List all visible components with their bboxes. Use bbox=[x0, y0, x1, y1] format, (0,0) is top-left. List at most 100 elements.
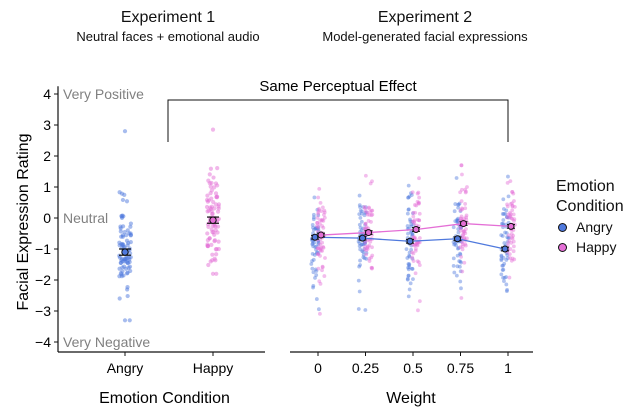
legend-title-line1: Emotion bbox=[556, 178, 615, 195]
data-point bbox=[313, 276, 317, 280]
data-point bbox=[120, 224, 126, 229]
data-point bbox=[456, 202, 461, 207]
data-point bbox=[454, 273, 459, 278]
data-point bbox=[458, 251, 462, 256]
data-point bbox=[209, 227, 214, 232]
data-point bbox=[458, 279, 463, 284]
data-point bbox=[504, 282, 509, 287]
data-point bbox=[458, 226, 463, 231]
data-point bbox=[407, 253, 411, 258]
data-point bbox=[317, 279, 322, 284]
data-point bbox=[316, 252, 320, 256]
data-point bbox=[314, 225, 318, 230]
data-point bbox=[509, 258, 514, 263]
data-point bbox=[417, 218, 422, 223]
x-tick-label-angry: Angry bbox=[107, 360, 144, 376]
data-point bbox=[508, 256, 512, 260]
data-point bbox=[314, 297, 319, 301]
data-point bbox=[314, 269, 319, 273]
data-point bbox=[452, 242, 457, 247]
x-tick-label: 0.5 bbox=[403, 360, 423, 376]
data-point bbox=[309, 262, 314, 266]
data-point bbox=[358, 263, 362, 267]
data-point bbox=[458, 259, 463, 264]
mean-point-angry bbox=[359, 234, 366, 242]
data-point bbox=[316, 225, 321, 230]
data-point bbox=[504, 208, 509, 213]
data-point bbox=[456, 205, 461, 210]
data-point bbox=[361, 255, 366, 260]
data-point bbox=[126, 240, 131, 246]
data-point bbox=[464, 217, 469, 222]
data-point bbox=[499, 272, 504, 277]
data-point bbox=[411, 251, 416, 256]
legend: Emotion Condition Angry Happy bbox=[556, 177, 624, 257]
data-point bbox=[124, 233, 129, 238]
data-point bbox=[410, 219, 415, 224]
data-point bbox=[311, 227, 316, 232]
data-point bbox=[315, 224, 319, 228]
data-point bbox=[363, 221, 368, 226]
data-point bbox=[407, 265, 412, 270]
data-point bbox=[318, 221, 322, 226]
data-point bbox=[501, 263, 506, 268]
data-point bbox=[506, 194, 511, 199]
data-point bbox=[453, 219, 458, 224]
data-point bbox=[310, 222, 315, 227]
data-point bbox=[409, 191, 413, 196]
data-point bbox=[316, 246, 321, 250]
x-axis-title-1: Emotion Condition bbox=[99, 390, 230, 407]
data-point bbox=[409, 247, 414, 252]
data-point bbox=[316, 242, 321, 247]
data-point bbox=[357, 244, 362, 248]
data-point bbox=[363, 244, 368, 249]
data-point bbox=[319, 218, 324, 223]
mean-point-angry bbox=[121, 248, 129, 256]
data-point bbox=[364, 210, 369, 215]
data-point bbox=[510, 203, 515, 208]
y-tick-label: 2 bbox=[43, 148, 51, 164]
data-point bbox=[314, 247, 318, 252]
data-point bbox=[505, 204, 510, 209]
legend-key-happy bbox=[558, 242, 567, 252]
data-point bbox=[368, 209, 373, 214]
legend-label-happy: Happy bbox=[576, 239, 617, 255]
data-point bbox=[364, 251, 369, 255]
data-point bbox=[454, 176, 459, 180]
data-point bbox=[451, 256, 456, 261]
data-point bbox=[370, 253, 375, 258]
data-point bbox=[507, 235, 511, 240]
data-point bbox=[510, 190, 515, 194]
data-point bbox=[510, 208, 515, 213]
data-point bbox=[417, 195, 422, 200]
data-point bbox=[413, 210, 418, 215]
x-axis-title-2: Weight bbox=[386, 390, 436, 407]
data-point bbox=[458, 216, 463, 221]
data-point bbox=[367, 205, 371, 210]
data-point bbox=[127, 257, 132, 262]
data-point bbox=[510, 236, 515, 241]
data-point bbox=[511, 239, 516, 244]
data-point bbox=[312, 195, 317, 200]
data-point bbox=[216, 239, 221, 244]
data-point bbox=[457, 201, 462, 206]
data-point bbox=[317, 246, 322, 251]
data-point bbox=[128, 231, 133, 236]
data-point bbox=[370, 245, 374, 250]
data-point bbox=[321, 218, 326, 223]
data-point bbox=[405, 224, 410, 228]
data-point bbox=[412, 218, 417, 223]
data-point bbox=[369, 255, 374, 260]
data-point bbox=[463, 187, 467, 192]
x-tick-label: 0.75 bbox=[447, 360, 474, 376]
data-point bbox=[315, 220, 320, 225]
data-point bbox=[125, 260, 131, 266]
data-point bbox=[417, 200, 421, 205]
data-point bbox=[210, 252, 215, 257]
data-point bbox=[312, 215, 316, 220]
data-point bbox=[463, 243, 468, 248]
mean-point-happy bbox=[507, 222, 515, 230]
data-point bbox=[406, 207, 411, 212]
data-point bbox=[456, 227, 461, 231]
data-point bbox=[415, 217, 420, 222]
